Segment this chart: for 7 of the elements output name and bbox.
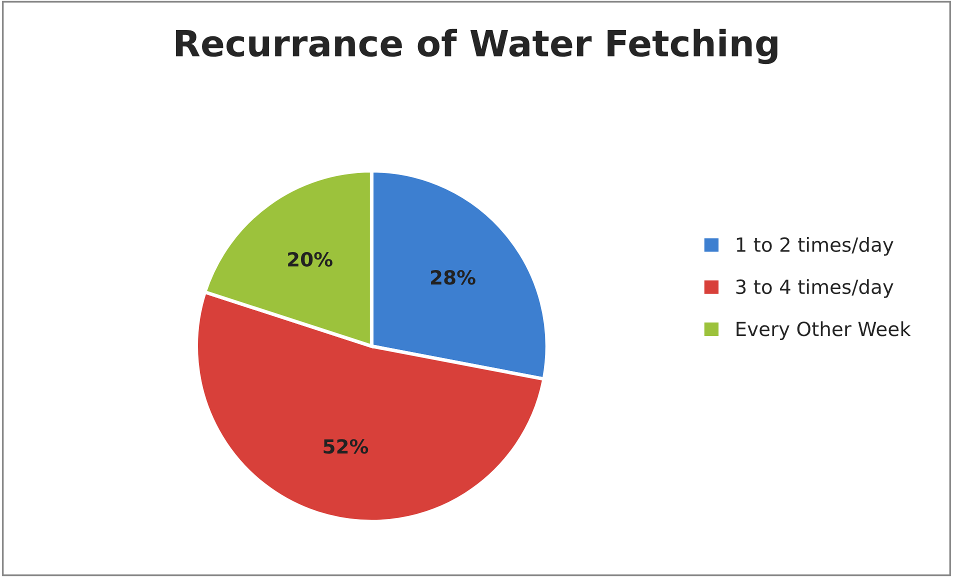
data-label: 20%: [288, 252, 332, 267]
legend-label: 1 to 2 times/day: [736, 236, 894, 256]
legend-label: 3 to 4 times/day: [736, 279, 894, 298]
legend-label: Every Other Week: [736, 321, 911, 340]
data-label: 52%: [324, 439, 368, 454]
chart-title: Recurrance of Water Fetching: [176, 28, 778, 64]
data-label: 28%: [431, 270, 476, 285]
